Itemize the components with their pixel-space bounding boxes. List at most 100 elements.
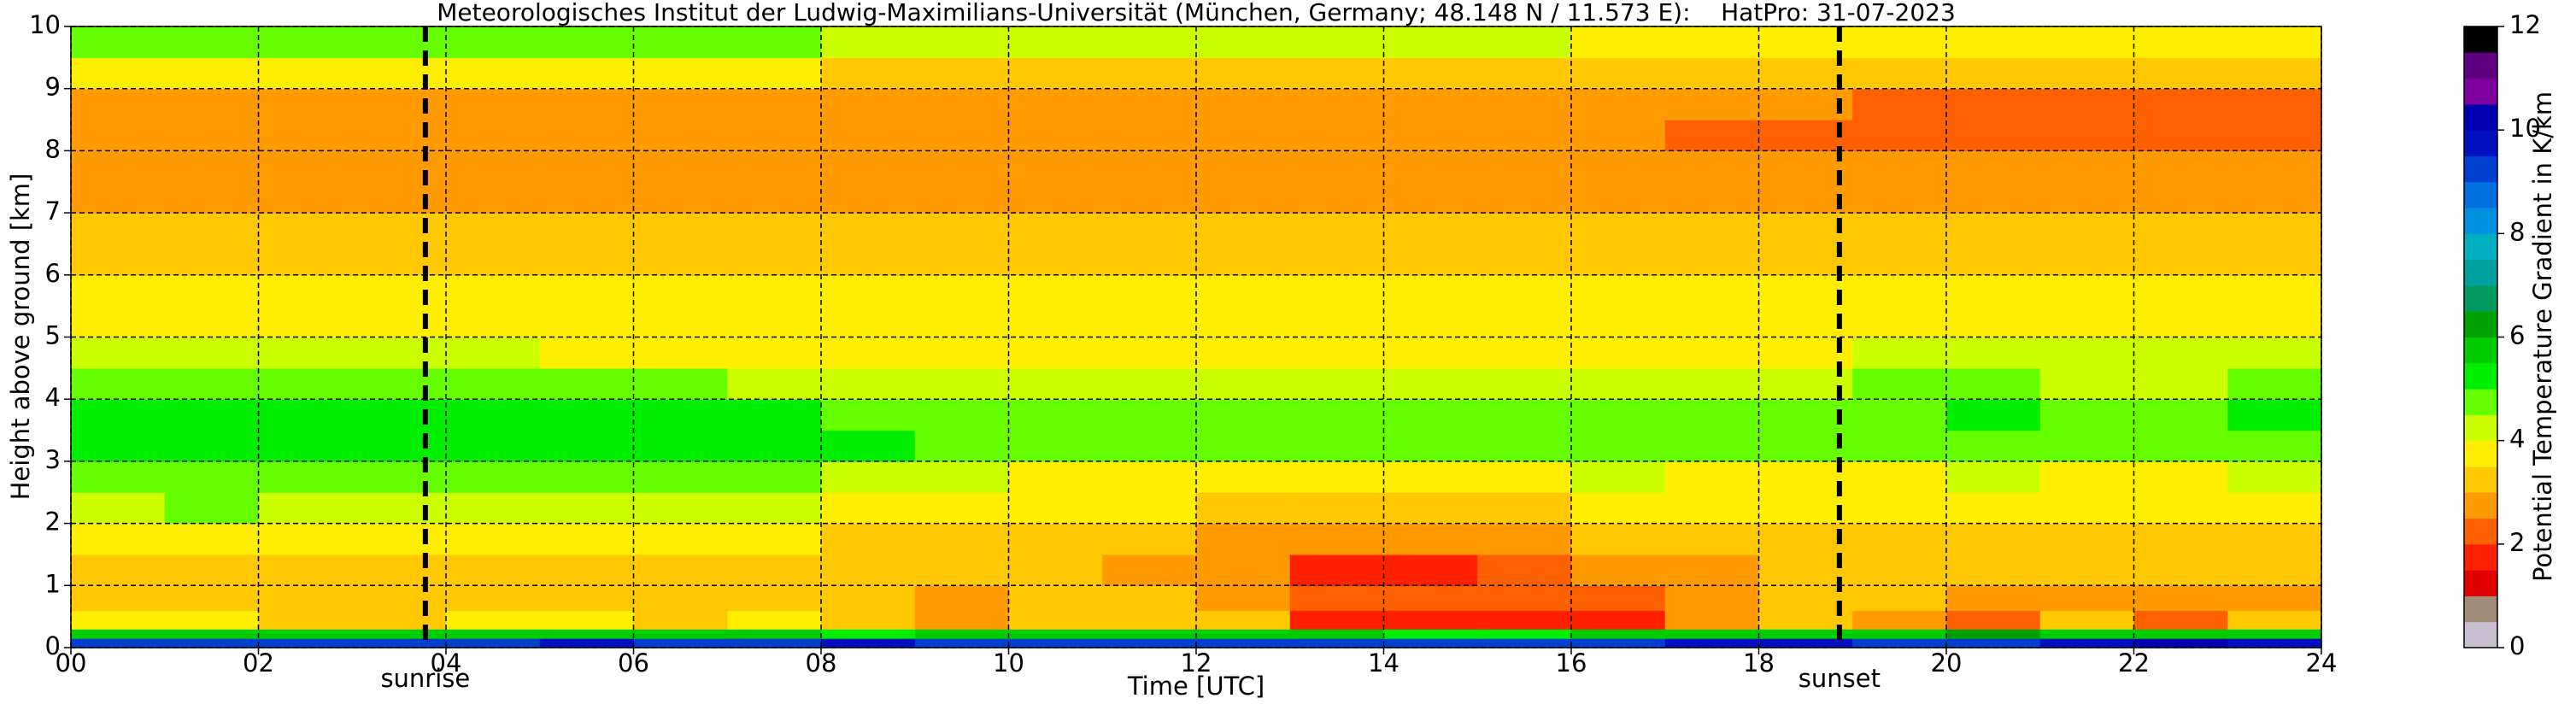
heatmap-cell bbox=[1664, 213, 1760, 276]
heatmap-cell bbox=[71, 213, 166, 276]
heatmap-cell bbox=[1289, 629, 1385, 639]
heatmap-cell bbox=[633, 337, 728, 369]
heatmap-cell bbox=[1102, 629, 1197, 639]
heatmap-cell bbox=[1571, 26, 1666, 58]
heatmap-cell bbox=[914, 337, 1010, 369]
heatmap-cell bbox=[539, 461, 635, 493]
colorbar-tick-label: 8 bbox=[2509, 217, 2525, 246]
heatmap-cell bbox=[821, 610, 916, 630]
heatmap-cell bbox=[258, 367, 353, 400]
heatmap-cell bbox=[1383, 523, 1478, 555]
heatmap-cell bbox=[258, 57, 353, 90]
heatmap-cell bbox=[633, 523, 728, 555]
colorbar-tick-label: 4 bbox=[2509, 425, 2525, 454]
heatmap-cell bbox=[1196, 461, 1291, 493]
heatmap-cell bbox=[539, 120, 635, 151]
heatmap-cell bbox=[727, 274, 822, 338]
heatmap-cell bbox=[1289, 274, 1385, 338]
heatmap-cell bbox=[352, 88, 447, 120]
heatmap-cell bbox=[1102, 638, 1197, 648]
heatmap-cell bbox=[352, 213, 447, 276]
heatmap-cell bbox=[1008, 430, 1103, 462]
heatmap-cell bbox=[164, 610, 260, 630]
heatmap-cell bbox=[1946, 554, 2041, 586]
heatmap-cell bbox=[1571, 610, 1666, 630]
plot-frame bbox=[70, 26, 2322, 648]
heatmap-cell bbox=[1477, 274, 1572, 338]
heatmap-cell bbox=[1571, 213, 1666, 276]
heatmap-cell bbox=[1852, 213, 1947, 276]
heatmap-cell bbox=[2133, 337, 2228, 369]
heatmap-cell bbox=[633, 554, 728, 586]
heatmap-cell bbox=[1571, 554, 1666, 586]
heatmap-cell bbox=[1102, 610, 1197, 630]
heatmap-cell bbox=[1571, 120, 1666, 151]
heatmap-cell bbox=[1477, 523, 1572, 555]
x-tick-label: 20 bbox=[1931, 648, 1963, 678]
heatmap-cell bbox=[1664, 399, 1760, 431]
heatmap-cell bbox=[914, 610, 1010, 630]
heatmap-cell bbox=[1008, 399, 1103, 431]
heatmap-cell bbox=[1664, 120, 1760, 151]
heatmap-cell bbox=[1196, 150, 1291, 214]
heatmap-cell bbox=[2133, 213, 2228, 276]
heatmap-cell bbox=[1008, 585, 1103, 611]
heatmap-cell bbox=[71, 554, 166, 586]
colorbar-segment bbox=[2464, 621, 2497, 648]
heatmap-cell bbox=[539, 585, 635, 611]
heatmap-cell bbox=[1008, 523, 1103, 555]
heatmap-cell bbox=[2039, 150, 2135, 214]
heatmap-cell bbox=[258, 629, 353, 639]
heatmap-cell bbox=[1571, 461, 1666, 493]
heatmap-cell bbox=[1102, 150, 1197, 214]
heatmap-cell bbox=[2227, 523, 2322, 555]
heatmap-cell bbox=[821, 430, 916, 462]
heatmap-cell bbox=[446, 337, 541, 369]
heatmap-cell bbox=[1477, 638, 1572, 648]
x-tick-label: 02 bbox=[243, 648, 274, 678]
heatmap-cell bbox=[164, 26, 260, 58]
heatmap-cell bbox=[1946, 213, 2041, 276]
heatmap-cell bbox=[2133, 492, 2228, 525]
heatmap-cell bbox=[727, 585, 822, 611]
heatmap-cell bbox=[164, 523, 260, 555]
heatmap-cell bbox=[1477, 554, 1572, 586]
x-tick-label: 22 bbox=[2118, 648, 2150, 678]
heatmap-cell bbox=[821, 399, 916, 431]
heatmap-cell bbox=[821, 638, 916, 648]
heatmap-cell bbox=[71, 492, 166, 525]
heatmap-cell bbox=[633, 492, 728, 525]
heatmap-cell bbox=[727, 150, 822, 214]
heatmap-cell bbox=[914, 461, 1010, 493]
heatmap-cell bbox=[2227, 399, 2322, 431]
heatmap-cell bbox=[539, 610, 635, 630]
heatmap-cell bbox=[1664, 523, 1760, 555]
heatmap-cell bbox=[727, 88, 822, 120]
heatmap-cell bbox=[1852, 150, 1947, 214]
heatmap-cell bbox=[1289, 337, 1385, 369]
heatmap-cell bbox=[2133, 554, 2228, 586]
x-tick-label: 00 bbox=[56, 648, 87, 678]
heatmap-cell bbox=[258, 461, 353, 493]
colorbar-segment bbox=[2464, 595, 2497, 623]
event-label: sunrise bbox=[380, 664, 470, 693]
heatmap-cell bbox=[446, 57, 541, 90]
heatmap-cell bbox=[821, 337, 916, 369]
heatmap-cell bbox=[71, 57, 166, 90]
heatmap-cell bbox=[446, 523, 541, 555]
colorbar-segment bbox=[2464, 233, 2497, 261]
heatmap-cell bbox=[352, 461, 447, 493]
heatmap-cell bbox=[539, 638, 635, 648]
x-tick-label: 12 bbox=[1181, 648, 1212, 678]
heatmap-cell bbox=[2227, 610, 2322, 630]
heatmap-cell bbox=[446, 629, 541, 639]
heatmap-cell bbox=[539, 629, 635, 639]
heatmap-cell bbox=[1758, 629, 1853, 639]
heatmap-cell bbox=[1289, 57, 1385, 90]
heatmap-cell bbox=[1664, 629, 1760, 639]
heatmap-cell bbox=[727, 523, 822, 555]
heatmap-cell bbox=[1196, 610, 1291, 630]
heatmap-cell bbox=[2227, 585, 2322, 611]
heatmap-cell bbox=[1664, 337, 1760, 369]
heatmap-cell bbox=[1758, 610, 1853, 630]
